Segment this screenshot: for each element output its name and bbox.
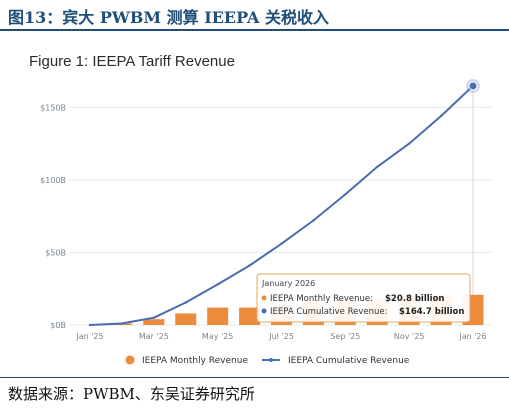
line-point: [248, 264, 251, 267]
line-point: [407, 142, 411, 145]
monthly-revenue-bar: [207, 307, 229, 325]
legend: IEEPA Monthly Revenue IEEPA Cumulative R…: [125, 355, 410, 366]
tooltip-cumulative-label: IEEPA Cumulative Revenue:: [270, 307, 387, 317]
line-point: [88, 323, 92, 327]
tooltip-monthly-label: IEEPA Monthly Revenue:: [270, 294, 373, 304]
monthly-revenue-bar: [175, 313, 197, 325]
x-tick-label: Sep '25: [330, 332, 360, 341]
tooltip-cumulative-dot: [261, 308, 267, 314]
legend-cumulative-dot: [269, 358, 273, 362]
line-point: [184, 301, 187, 304]
y-tick-label: $100B: [40, 176, 66, 185]
x-tick-label: Mar '25: [139, 332, 169, 341]
y-tick-label: $150B: [40, 103, 66, 112]
x-tick-label: Nov '25: [394, 332, 425, 341]
tooltip: January 2026 IEEPA Monthly Revenue: $20.…: [256, 273, 471, 323]
highlight-point: [468, 81, 478, 91]
legend-monthly-label: IEEPA Monthly Revenue: [142, 356, 248, 366]
line-point: [216, 283, 219, 286]
line-series: [88, 78, 480, 327]
x-tick-label: May '25: [202, 332, 233, 341]
chart: Figure 1: IEEPA Tariff Revenue $0B $50B $1…: [29, 53, 492, 366]
source-divider: [0, 377, 509, 378]
axis-ticks: $0B $50B $100B $150B Jan '25 Mar '25 May '25 Ju…: [40, 103, 486, 341]
tooltip-monthly-value: $20.8 billion: [385, 294, 444, 304]
source-note: 数据来源：PWBM、东吴证券研究所: [8, 385, 255, 403]
y-tick-label: $0B: [50, 321, 66, 330]
line-point: [152, 316, 156, 319]
monthly-revenue-bar: [239, 307, 261, 325]
tooltip-header: January 2026: [261, 279, 315, 288]
line-point: [280, 242, 283, 245]
legend-monthly-swatch: [125, 355, 135, 365]
line-point: [439, 114, 443, 118]
line-point: [312, 219, 315, 222]
tooltip-cumulative-value: $164.7 billion: [399, 307, 464, 317]
monthly-revenue-bar: [143, 319, 165, 325]
tooltip-monthly-dot: [261, 295, 267, 301]
y-tick-label: $50B: [45, 248, 66, 257]
x-tick-label: Jan '26: [458, 332, 486, 341]
line-point: [344, 193, 347, 196]
line-point: [376, 165, 379, 168]
title-divider: [0, 29, 509, 31]
legend-cumulative-label: IEEPA Cumulative Revenue: [288, 356, 410, 366]
line-point: [120, 322, 124, 325]
x-tick-label: Jul '25: [268, 332, 294, 341]
chart-title: Figure 1: IEEPA Tariff Revenue: [29, 53, 235, 70]
report-title: 图13：宾大 PWBM 测算 IEEPA 关税收入: [8, 8, 329, 27]
x-tick-label: Jan '25: [75, 332, 103, 341]
